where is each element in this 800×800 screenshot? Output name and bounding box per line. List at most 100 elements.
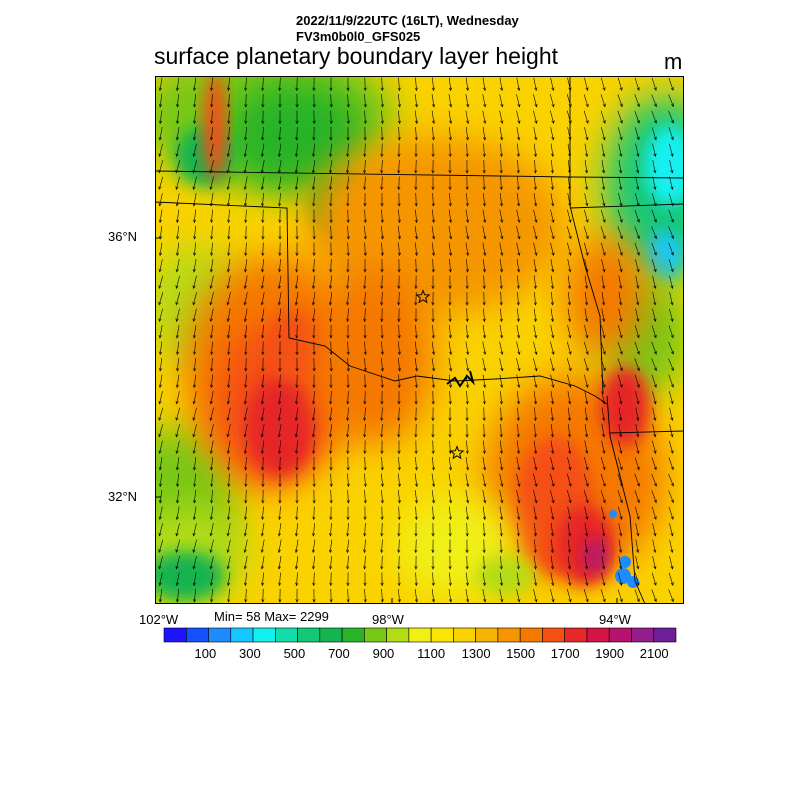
wind-vector-arrow-icon [601, 259, 606, 273]
wind-vector-arrow-icon [397, 143, 401, 158]
wind-vector-arrow-icon [260, 176, 265, 191]
wind-vector-arrow-icon [448, 572, 452, 587]
wind-vector-arrow-icon [668, 572, 674, 586]
wind-vector-arrow-icon [431, 407, 435, 422]
wind-vector-arrow-icon [176, 358, 180, 372]
wind-vector-arrow-icon [499, 473, 504, 488]
wind-vector-arrow-icon [397, 423, 401, 438]
wind-vector-arrow-icon [618, 523, 623, 537]
wind-vector-arrow-icon [414, 407, 418, 422]
pbl-height-low-cell [627, 576, 639, 588]
wind-vector-arrow-icon [158, 242, 163, 257]
wind-vector-arrow-icon [414, 275, 418, 290]
wind-vector-arrow-icon [414, 209, 418, 224]
wind-vector-arrow-icon [567, 292, 572, 306]
wind-vector-arrow-icon [312, 341, 316, 356]
wind-vector-arrow-icon [618, 440, 623, 455]
wind-vector-arrow-icon [465, 589, 470, 603]
wind-vector-arrow-icon [465, 374, 470, 389]
wind-vector-arrow-icon [651, 259, 657, 273]
wind-vector-arrow-icon [329, 77, 333, 92]
wind-vector-arrow-icon [193, 357, 197, 372]
colorbar-box [252, 627, 276, 643]
wind-vector-arrow-icon [651, 341, 657, 355]
wind-vector-arrow-icon [499, 159, 503, 174]
wind-vector-arrow-icon [617, 209, 623, 223]
wind-vector-arrow-icon [600, 341, 606, 355]
wind-vector-arrow-icon [329, 93, 333, 108]
wind-vector-arrow-icon [635, 407, 640, 422]
wind-vector-arrow-icon [499, 539, 503, 554]
wind-vector-arrow-icon [414, 226, 419, 240]
wind-vector-arrow-icon [634, 110, 640, 124]
wind-vector-arrow-icon [549, 226, 555, 240]
wind-vector-arrow-icon [567, 407, 572, 422]
wind-vector-arrow-icon [380, 110, 384, 125]
wind-vector-arrow-icon [482, 291, 486, 306]
wind-vector-arrow-icon [278, 209, 282, 224]
wind-vector-arrow-icon [209, 292, 214, 306]
wind-vector-arrow-icon [294, 292, 299, 306]
wind-vector-arrow-icon [601, 127, 606, 141]
wind-vector-arrow-icon [363, 357, 367, 372]
wind-vector-arrow-icon [668, 77, 674, 91]
wind-vector-arrow-icon [635, 275, 640, 290]
wind-vector-arrow-icon [346, 93, 350, 108]
wind-vector-arrow-icon [516, 94, 521, 108]
wind-vector-arrow-icon [516, 275, 520, 290]
colorbar-box [653, 627, 677, 643]
wind-vector-arrow-icon [226, 127, 231, 141]
lon-label-98w: 98°W [372, 612, 404, 627]
wind-vector-arrow-icon [448, 110, 453, 125]
wind-vector-arrow-icon [583, 490, 589, 504]
wind-vector-arrow-icon [243, 176, 248, 191]
wind-vector-arrow-icon [278, 225, 282, 240]
wind-vector-arrow-icon [652, 523, 657, 537]
wind-vector-arrow-icon [311, 424, 316, 438]
wind-vector-arrow-icon [346, 555, 350, 570]
wind-vector-arrow-icon [227, 242, 231, 257]
wind-vector-arrow-icon [601, 391, 606, 405]
colorbar-tick-label: 1300 [461, 646, 491, 661]
wind-vector-arrow-icon [380, 192, 384, 207]
wind-vector-arrow-icon [635, 523, 640, 537]
wind-vector-arrow-icon [260, 308, 265, 323]
wind-vector-arrow-icon [261, 93, 265, 108]
wind-vector-arrow-icon [465, 308, 469, 323]
wind-vector-arrow-icon [635, 160, 640, 174]
wind-vector-arrow-icon [465, 127, 470, 141]
wind-vector-arrow-icon [550, 143, 555, 158]
wind-vector-arrow-icon [193, 225, 197, 240]
wind-vector-arrow-icon [226, 176, 231, 191]
wind-vector-arrow-icon [516, 159, 520, 174]
wind-vector-arrow-icon [329, 176, 333, 191]
wind-vector-arrow-icon [244, 325, 248, 339]
wind-vector-arrow-icon [380, 390, 384, 405]
wind-vector-arrow-icon [397, 275, 401, 290]
wind-vector-arrow-icon [363, 374, 367, 389]
wind-vector-arrow-icon [328, 539, 333, 554]
wind-vector-arrow-icon [295, 391, 299, 405]
wind-vector-arrow-icon [363, 159, 367, 174]
wind-vector-arrow-icon [617, 490, 623, 504]
pbl-height-region [315, 266, 435, 446]
wind-vector-arrow-icon [635, 143, 640, 158]
wind-vector-arrow-icon [380, 126, 384, 141]
wind-vector-arrow-icon [397, 407, 401, 422]
wind-vector-arrow-icon [431, 192, 435, 207]
wind-vector-arrow-icon [363, 143, 367, 158]
wind-vector-arrow-icon [414, 94, 419, 108]
wind-vector-arrow-icon [192, 77, 197, 92]
wind-vector-arrow-icon [158, 589, 163, 603]
wind-vector-arrow-icon [635, 308, 640, 323]
wind-vector-arrow-icon [482, 94, 487, 108]
wind-vector-arrow-icon [277, 292, 282, 306]
wind-vector-arrow-icon [192, 440, 197, 455]
wind-vector-arrow-icon [550, 160, 554, 174]
colorbar-box [275, 627, 298, 643]
wind-vector-arrow-icon [312, 225, 316, 240]
wind-vector-arrow-icon [516, 176, 520, 191]
wind-vector-arrow-icon [583, 110, 589, 124]
wind-vector-arrow-icon [499, 358, 504, 372]
wind-vector-arrow-icon [243, 539, 248, 554]
